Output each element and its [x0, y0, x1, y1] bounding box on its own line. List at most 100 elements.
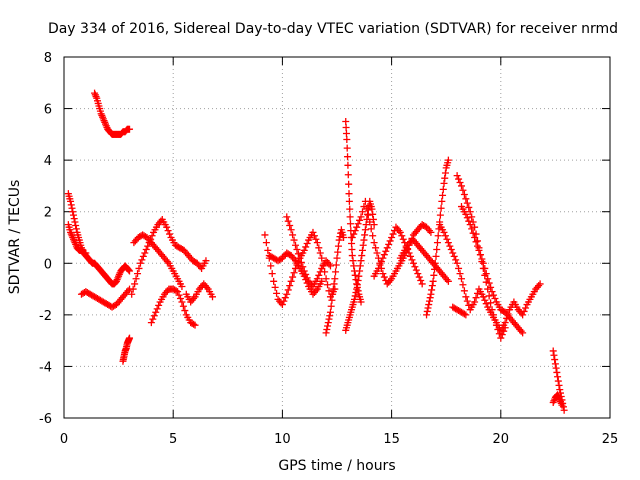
data-point: [69, 208, 77, 216]
data-point: [139, 252, 147, 260]
data-point: [353, 285, 361, 293]
data-point: [441, 174, 449, 182]
data-point: [351, 271, 359, 279]
data-point: [72, 221, 80, 229]
data-point: [453, 259, 461, 267]
data-point: [334, 242, 342, 250]
data-point: [551, 360, 559, 368]
data-point: [287, 277, 295, 285]
data-point: [364, 211, 372, 219]
data-point: [125, 266, 133, 274]
data-point: [550, 351, 558, 359]
data-point: [345, 197, 353, 205]
data-point: [361, 226, 369, 234]
data-point: [358, 208, 366, 216]
data-point: [447, 246, 455, 254]
data-point: [383, 244, 391, 252]
data-point: [72, 225, 80, 233]
data-point: [342, 117, 350, 125]
data-point: [150, 312, 158, 320]
data-point: [353, 223, 361, 231]
data-point: [472, 238, 480, 246]
data-point: [340, 234, 348, 241]
data-point: [418, 280, 426, 288]
data-point: [166, 230, 174, 238]
data-point: [332, 261, 340, 269]
data-point: [344, 171, 352, 179]
data-point: [70, 215, 78, 223]
data-point: [460, 287, 468, 295]
data-point: [427, 290, 435, 298]
data-point: [549, 347, 557, 355]
data-point: [333, 254, 341, 262]
data-point: [334, 248, 342, 256]
data-point: [179, 302, 187, 310]
data-point: [128, 290, 136, 298]
data-point: [376, 261, 384, 269]
data-point: [485, 292, 493, 300]
data-point: [309, 228, 317, 236]
y-tick-label: 6: [44, 103, 52, 118]
data-point: [270, 277, 278, 285]
data-point: [469, 229, 477, 237]
data-point: [370, 221, 378, 229]
data-point: [155, 301, 163, 309]
data-point: [345, 190, 353, 198]
data-point: [281, 294, 289, 302]
data-point: [342, 123, 350, 131]
data-point: [456, 178, 464, 186]
data-point: [438, 197, 446, 205]
data-point: [350, 295, 358, 303]
data-point: [350, 230, 358, 238]
data-point: [455, 175, 463, 183]
data-point: [551, 356, 559, 364]
data-point: [353, 281, 361, 289]
data-point: [370, 239, 378, 247]
data-point: [497, 334, 505, 342]
data-point: [389, 230, 397, 238]
data-point: [134, 270, 142, 278]
data-point: [440, 179, 448, 187]
data-point: [556, 386, 564, 394]
plot-frame: [63, 56, 611, 419]
data-point: [181, 307, 189, 315]
data-point: [142, 246, 150, 254]
data-point: [379, 254, 387, 262]
data-point: [423, 307, 431, 315]
data-point: [359, 241, 367, 249]
data-point: [369, 215, 377, 223]
data-point: [351, 292, 359, 300]
data-point: [553, 368, 561, 376]
data-point: [324, 281, 332, 289]
data-point: [415, 273, 423, 281]
data-point: [446, 242, 454, 250]
data-point: [68, 204, 76, 212]
data-point: [536, 280, 544, 288]
data-point: [433, 239, 441, 247]
data-point: [463, 214, 471, 222]
data-point: [441, 232, 449, 240]
data-point: [382, 247, 390, 255]
data-point: [425, 301, 433, 309]
data-point: [429, 277, 437, 285]
data-point: [554, 373, 562, 381]
data-point: [322, 275, 330, 283]
data-point: [444, 156, 452, 164]
data-point: [303, 274, 311, 282]
data-point: [444, 277, 452, 285]
data-point: [408, 256, 416, 264]
data-point: [129, 285, 137, 293]
data-point: [329, 285, 337, 293]
data-point: [267, 262, 275, 270]
x-tick-label: 5: [169, 432, 177, 447]
data-point: [412, 266, 420, 274]
data-point: [374, 264, 382, 272]
y-tick-label: 0: [44, 257, 52, 272]
data-point: [433, 246, 441, 254]
data-point: [131, 280, 139, 288]
data-point: [289, 273, 297, 281]
data-point: [463, 297, 471, 305]
data-point: [437, 204, 445, 212]
